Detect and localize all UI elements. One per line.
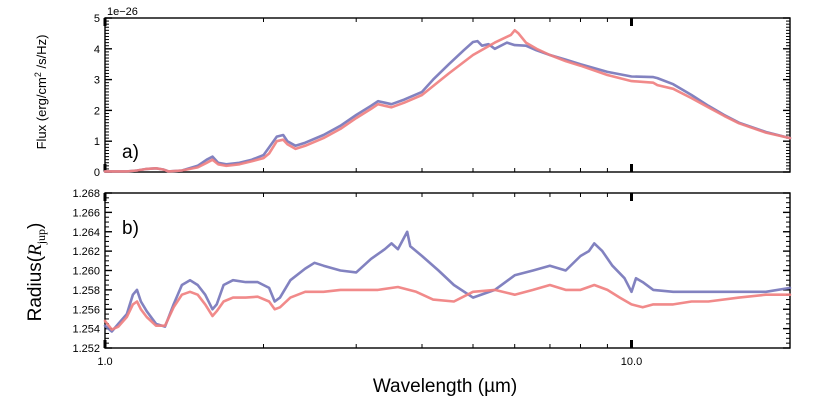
flux-axis-title-sup: 2	[33, 72, 43, 77]
flux-panel: 0 1 2 3 4 5	[94, 13, 792, 179]
flux-ytick-label: 3	[94, 75, 100, 87]
radius-axis-title: Radius(Rjup)	[25, 223, 48, 322]
radius-ytick-label: 1.262	[72, 246, 100, 258]
radius-axis-title-main: Radius(	[25, 255, 46, 321]
radius-series-model-red	[103, 283, 792, 331]
flux-ytick-label: 1	[94, 136, 100, 148]
flux-ytick-label: 0	[94, 167, 100, 179]
flux-multiplier: 1e−26	[107, 6, 138, 18]
flux-axis-title-rest: /s/Hz)	[34, 35, 49, 73]
xtick-label: 1.0	[97, 356, 112, 368]
flux-series-model-red	[103, 29, 792, 173]
panel-a-label: a)	[122, 142, 139, 163]
flux-series-model-blue	[103, 39, 792, 173]
radius-axis-title-var: R	[25, 244, 46, 257]
radius-ytick-label: 1.252	[72, 343, 100, 355]
xtick-label: 10.0	[621, 356, 642, 368]
radius-ytick-label: 1.258	[72, 285, 100, 297]
flux-ytick-label: 5	[94, 13, 100, 25]
flux-axis-title-main: Flux (erg/cm	[34, 77, 49, 149]
radius-ytick-label: 1.256	[72, 304, 100, 316]
radius-series-model-blue	[103, 230, 792, 333]
radius-ytick-label: 1.254	[72, 324, 100, 336]
panel-b-label: b)	[122, 218, 139, 239]
radius-panel: 1.252 1.254 1.256 1.258 1.260 1.262 1.264 1.266…	[72, 188, 792, 368]
flux-ytick-label: 4	[94, 44, 100, 56]
radius-axis-title-close: )	[25, 223, 46, 229]
radius-ytick-label: 1.260	[72, 266, 100, 278]
radius-ytick-label: 1.268	[72, 188, 100, 200]
flux-axis-title: Flux (erg/cm2 /s/Hz)	[33, 35, 49, 150]
radius-ytick-label: 1.266	[72, 207, 100, 219]
x-axis-title: Wavelength (µm)	[373, 376, 517, 397]
flux-ytick-label: 2	[94, 105, 100, 117]
radius-axis-title-sub: jup	[34, 229, 48, 245]
radius-plot-frame	[104, 192, 791, 349]
radius-ytick-label: 1.264	[72, 227, 100, 239]
